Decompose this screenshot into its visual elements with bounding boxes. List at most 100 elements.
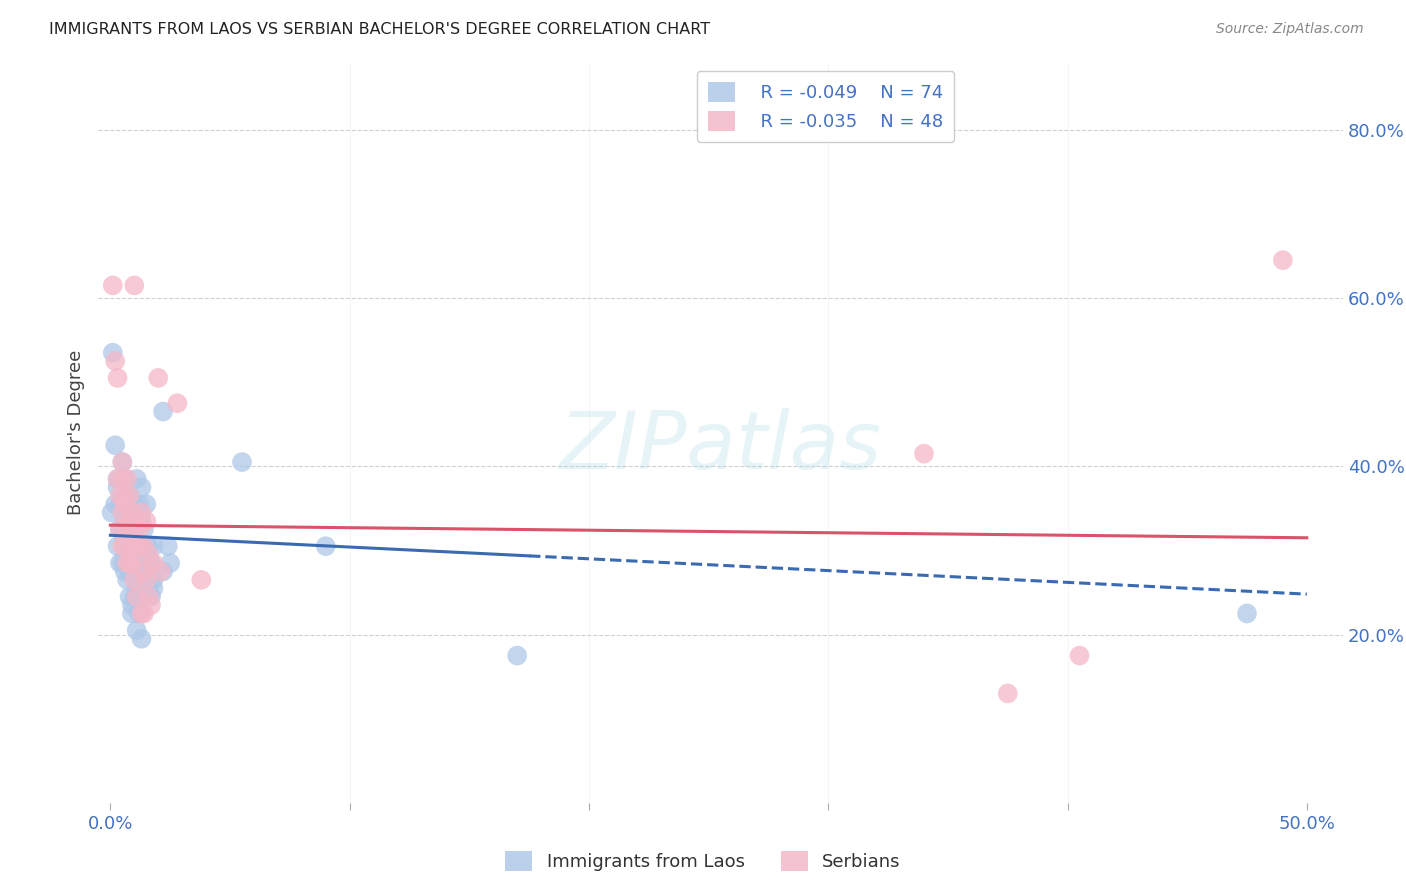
Point [125, 581, 148, 595]
Point [1271, 253, 1294, 268]
Point [128, 548, 150, 562]
Point [124, 590, 146, 604]
Point [132, 607, 155, 621]
Point [108, 497, 131, 511]
Point [1236, 607, 1258, 621]
Text: IMMIGRANTS FROM LAOS VS SERBIAN BACHELOR'S DEGREE CORRELATION CHART: IMMIGRANTS FROM LAOS VS SERBIAN BACHELOR… [49, 22, 710, 37]
Point [124, 531, 146, 545]
Point [124, 556, 146, 570]
Point [107, 539, 129, 553]
Point [124, 497, 146, 511]
Point [104, 354, 127, 368]
Point [128, 497, 150, 511]
Point [997, 686, 1019, 700]
Point [159, 556, 181, 570]
Point [118, 489, 141, 503]
Point [115, 556, 138, 570]
Point [107, 472, 129, 486]
Point [132, 565, 155, 579]
Point [132, 539, 155, 553]
Point [138, 590, 160, 604]
Point [128, 506, 150, 520]
Point [108, 489, 131, 503]
Point [108, 522, 131, 536]
Point [107, 371, 129, 385]
Point [131, 514, 153, 528]
Point [101, 345, 124, 359]
Point [132, 573, 155, 587]
Point [131, 632, 153, 646]
Point [135, 548, 157, 562]
Point [135, 539, 157, 553]
Point [107, 480, 129, 494]
Point [115, 514, 138, 528]
Point [138, 539, 160, 553]
Point [149, 565, 172, 579]
Point [166, 396, 188, 410]
Point [121, 607, 143, 621]
Point [131, 480, 153, 494]
Point [101, 278, 124, 293]
Point [135, 573, 157, 587]
Point [114, 497, 136, 511]
Point [121, 556, 143, 570]
Point [121, 565, 143, 579]
Point [132, 556, 155, 570]
Point [131, 590, 153, 604]
Point [506, 648, 529, 663]
Point [111, 506, 134, 520]
Point [912, 447, 935, 461]
Point [118, 539, 141, 553]
Point [128, 556, 150, 570]
Point [131, 506, 153, 520]
Point [124, 573, 146, 587]
Point [114, 489, 136, 503]
Point [128, 539, 150, 553]
Point [115, 539, 138, 553]
Point [132, 539, 155, 553]
Point [152, 404, 174, 418]
Point [118, 565, 141, 579]
Point [111, 472, 134, 486]
Point [138, 556, 160, 570]
Point [115, 522, 138, 536]
Point [142, 539, 165, 553]
Point [156, 539, 179, 553]
Point [124, 278, 146, 293]
Legend: Immigrants from Laos, Serbians: Immigrants from Laos, Serbians [498, 844, 908, 879]
Point [118, 489, 141, 503]
Point [121, 539, 143, 553]
Point [315, 539, 337, 553]
Text: ZIPatlas: ZIPatlas [560, 409, 882, 486]
Point [142, 581, 165, 595]
Point [118, 556, 141, 570]
Legend:   R = -0.049    N = 74,   R = -0.035    N = 48: R = -0.049 N = 74, R = -0.035 N = 48 [697, 71, 955, 142]
Point [115, 573, 138, 587]
Point [138, 581, 160, 595]
Text: Source: ZipAtlas.com: Source: ZipAtlas.com [1216, 22, 1364, 37]
Point [121, 506, 143, 520]
Point [139, 598, 162, 612]
Point [142, 556, 165, 570]
Point [114, 539, 136, 553]
Point [132, 522, 155, 536]
Point [111, 455, 134, 469]
Point [121, 506, 143, 520]
Y-axis label: Bachelor's Degree: Bachelor's Degree [66, 350, 84, 516]
Point [111, 556, 134, 570]
Point [231, 455, 253, 469]
Point [125, 539, 148, 553]
Point [125, 472, 148, 486]
Point [100, 506, 122, 520]
Point [121, 598, 143, 612]
Point [124, 506, 146, 520]
Point [104, 438, 127, 452]
Point [111, 539, 134, 553]
Point [118, 590, 141, 604]
Point [135, 581, 157, 595]
Point [111, 506, 134, 520]
Point [108, 556, 131, 570]
Point [139, 590, 162, 604]
Point [114, 531, 136, 545]
Point [114, 565, 136, 579]
